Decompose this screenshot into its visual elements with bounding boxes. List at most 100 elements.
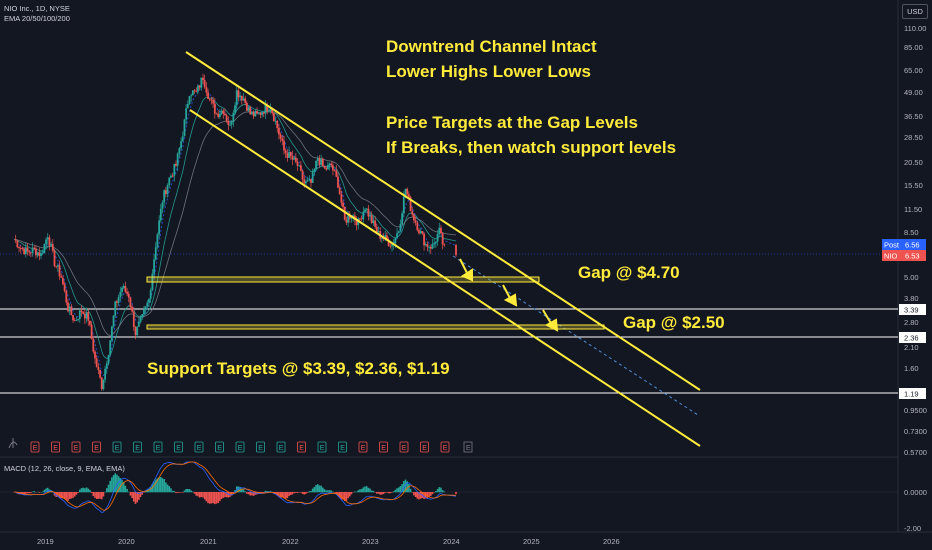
candle-body xyxy=(40,253,42,257)
post-badge xyxy=(882,239,926,250)
earnings-marker[interactable] xyxy=(235,441,245,453)
channel-lower-line[interactable] xyxy=(189,109,701,447)
earnings-marker[interactable] xyxy=(174,441,183,453)
macd-bar xyxy=(161,478,164,493)
candle-body xyxy=(306,180,309,182)
earnings-marker[interactable] xyxy=(297,441,306,453)
gap-box-470[interactable] xyxy=(146,276,540,283)
candle-body xyxy=(175,163,177,166)
macd-bar xyxy=(45,488,47,493)
macd-bar xyxy=(100,492,103,500)
candle-body xyxy=(418,230,420,234)
symbol-line[interactable]: NIO Inc., 1D, NYSE xyxy=(4,4,70,13)
annotation-channel-intact[interactable]: Downtrend Channel Intact xyxy=(386,37,597,56)
annotation-gap-470[interactable]: Gap @ $4.70 xyxy=(578,263,680,282)
macd-bar xyxy=(234,490,236,493)
candle-body xyxy=(360,218,363,220)
annotation-lower-highs[interactable]: Lower Highs Lower Lows xyxy=(386,62,591,81)
macd-bar xyxy=(364,486,366,493)
event-icon xyxy=(8,438,18,449)
macd-bar xyxy=(404,479,407,493)
candle-body xyxy=(234,105,236,113)
candle-body xyxy=(21,248,24,250)
candle-body xyxy=(72,315,74,321)
candle-body xyxy=(343,206,346,220)
candle-body xyxy=(244,98,247,103)
currency-badge[interactable]: USD xyxy=(902,4,928,19)
earnings-marker[interactable] xyxy=(215,441,224,453)
macd-bar xyxy=(392,491,395,493)
earnings-marker[interactable] xyxy=(71,441,81,453)
candle-body xyxy=(424,244,427,246)
macd-bar xyxy=(193,492,196,494)
candle-body xyxy=(178,148,181,154)
earnings-marker[interactable] xyxy=(30,441,40,453)
macd-bar xyxy=(397,487,400,493)
candles xyxy=(14,73,457,391)
annotation-if-breaks[interactable]: If Breaks, then watch support levels xyxy=(386,138,676,157)
macd-bar xyxy=(241,488,243,493)
earnings-marker[interactable] xyxy=(358,441,368,453)
ema-legend[interactable]: EMA 20/50/100/200 xyxy=(4,14,70,23)
macd-bar xyxy=(38,492,41,493)
earnings-marker[interactable] xyxy=(440,441,450,453)
candle-body xyxy=(197,85,199,92)
macd-bar xyxy=(232,492,235,494)
annotation-support-targets[interactable]: Support Targets @ $3.39, $2.36, $1.19 xyxy=(147,359,450,378)
candle-body xyxy=(315,160,317,170)
candle-body xyxy=(269,108,272,111)
macd-bar xyxy=(409,488,412,493)
gap-box-250[interactable] xyxy=(146,324,605,330)
annotation-gap-250[interactable]: Gap @ $2.50 xyxy=(623,313,725,332)
macd-bar xyxy=(315,485,317,493)
time-tick: 2020 xyxy=(118,537,135,546)
earnings-marker[interactable] xyxy=(276,441,286,453)
macd-bar xyxy=(251,492,253,496)
macd-bar xyxy=(413,492,415,496)
macd-bar xyxy=(207,492,209,504)
candle-body xyxy=(78,310,81,320)
macd-bar xyxy=(173,491,176,493)
earnings-marker[interactable] xyxy=(379,441,388,453)
earnings-marker[interactable] xyxy=(133,441,142,453)
candle-body xyxy=(428,246,431,248)
macd-bar xyxy=(75,492,78,495)
earnings-marker[interactable] xyxy=(317,441,327,453)
candle-body xyxy=(298,165,301,167)
macd-bar xyxy=(215,492,218,504)
earnings-marker[interactable] xyxy=(399,441,409,453)
candle-body xyxy=(159,208,162,221)
macd-legend[interactable]: MACD (12, 26, close, 9, EMA, EMA) xyxy=(4,464,125,473)
macd-bar xyxy=(418,492,420,500)
annotation-price-targets[interactable]: Price Targets at the Gap Levels xyxy=(386,113,638,132)
price-tick: 15.50 xyxy=(904,181,923,190)
earnings-marker[interactable] xyxy=(51,441,60,453)
earnings-marker[interactable] xyxy=(92,441,101,453)
earnings-marker[interactable] xyxy=(420,441,429,453)
candle-body xyxy=(70,306,73,316)
macd-bar xyxy=(279,492,282,498)
macd-bar xyxy=(288,492,290,497)
candle-body xyxy=(433,242,436,245)
candle-body xyxy=(229,124,231,126)
macd-bar xyxy=(283,492,285,499)
earnings-marker-upcoming[interactable] xyxy=(463,441,473,453)
macd-bar xyxy=(203,492,206,500)
earnings-marker[interactable] xyxy=(112,441,122,453)
earnings-marker-label: E xyxy=(402,445,407,452)
earnings-marker[interactable] xyxy=(153,441,163,453)
price-tick: 2.80 xyxy=(904,318,919,327)
macd-bar xyxy=(79,489,81,493)
earnings-marker[interactable] xyxy=(256,441,265,453)
price-tick: 110.00 xyxy=(904,24,926,33)
candle-body xyxy=(176,153,179,166)
macd-bar xyxy=(406,481,408,493)
candle-body xyxy=(397,231,400,234)
macd-bar xyxy=(109,480,111,493)
macd-bar xyxy=(264,490,267,493)
macd-bar xyxy=(131,492,133,499)
channel-upper-line[interactable] xyxy=(185,51,701,391)
earnings-marker[interactable] xyxy=(194,441,204,453)
earnings-marker[interactable] xyxy=(338,441,347,453)
